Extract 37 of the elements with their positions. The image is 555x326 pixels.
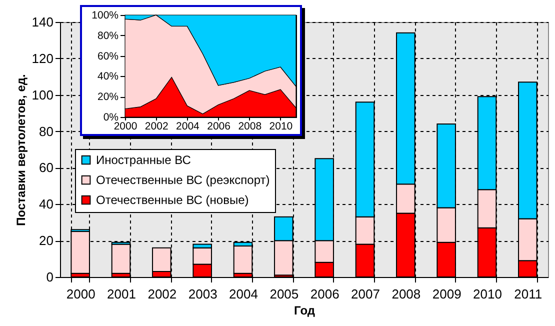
y-tick-label: 20 (39, 233, 54, 248)
legend-label: Отечественные ВС (реэкспорт) (96, 173, 270, 187)
y-tick-label: 40% (97, 70, 118, 83)
y-tick-label: 20% (97, 91, 118, 104)
y-tick-label: 140 (32, 14, 54, 30)
y-tick-label: 80% (97, 30, 118, 42)
x-tick-label: 2000 (114, 120, 138, 132)
y-tick-label: 60% (97, 50, 118, 62)
x-tick-label: 2002 (144, 120, 168, 132)
x-tick-label: 2000 (66, 286, 96, 302)
x-axis-title: Год (294, 304, 316, 318)
x-tick-label: 2006 (207, 120, 231, 132)
x-tick-label: 2011 (514, 286, 542, 302)
y-tick-label: 0% (103, 112, 118, 124)
x-tick-label: 2010 (473, 286, 502, 302)
x-tick-label: 2007 (351, 286, 380, 302)
y-tick-label: 100% (92, 10, 118, 22)
x-tick-label: 2008 (238, 120, 262, 132)
x-tick-label: 2002 (148, 286, 177, 302)
y-tick-label: 0 (46, 270, 54, 284)
y-axis-title: Поставки вертолетов, ед. (14, 74, 28, 226)
x-tick-label: 2008 (392, 286, 421, 302)
x-tick-label: 2004 (229, 286, 258, 302)
legend-label: Отечественные ВС (новые) (96, 193, 249, 207)
y-tick-label: 40 (39, 196, 54, 212)
y-tick-label: 60 (39, 160, 54, 176)
x-tick-label: 2001 (107, 286, 136, 302)
x-tick-label: 2009 (432, 286, 462, 302)
x-tick-label: 2010 (269, 120, 293, 132)
x-tick-label: 2003 (188, 286, 218, 302)
x-tick-label: 2006 (310, 286, 340, 302)
x-tick-label: 2004 (176, 120, 200, 132)
y-tick-label: 80 (39, 124, 54, 139)
legend-label: Иностранные ВС (96, 153, 192, 167)
y-tick-label: 100 (32, 87, 54, 102)
x-tick-label: 2005 (270, 286, 299, 302)
y-tick-label: 120 (32, 50, 54, 66)
